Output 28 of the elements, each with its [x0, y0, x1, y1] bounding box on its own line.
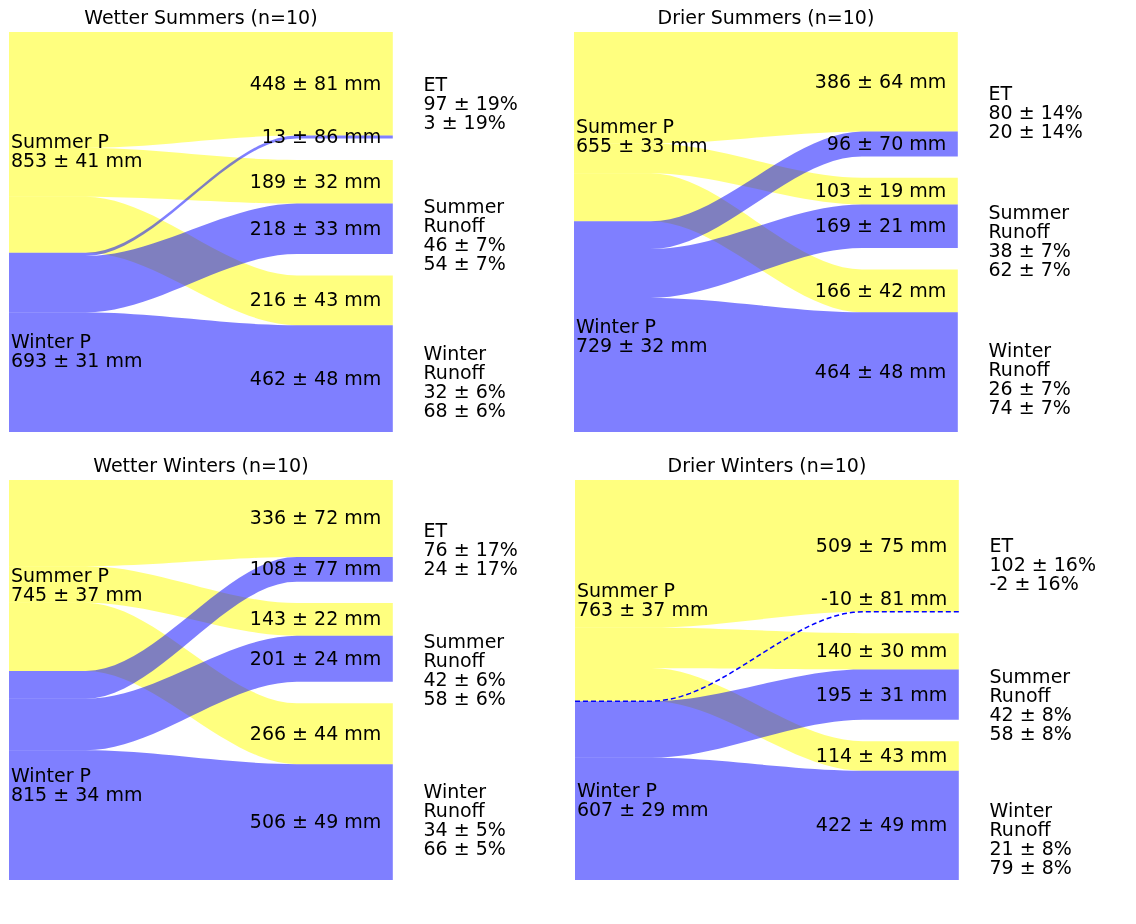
data-label: 462 ± 48 mm	[249, 366, 382, 389]
data-label: 143 ± 22 mm	[249, 607, 382, 630]
data-label: 189 ± 32 mm	[249, 169, 382, 192]
data-label: 13 ± 86 mm	[261, 124, 382, 147]
data-label: 166 ± 42 mm	[814, 278, 947, 301]
data-label: 218 ± 33 mm	[249, 216, 382, 239]
data-label: -10 ± 81 mm	[821, 586, 948, 609]
data-label: 266 ± 44 mm	[249, 721, 382, 744]
text: Drier Winters (n=10)	[667, 454, 867, 476]
text: Wetter Winters (n=10)	[93, 454, 309, 476]
data-label: 96 ± 70 mm	[826, 131, 947, 154]
text: Drier Summers (n=10)	[657, 6, 875, 28]
data-label: 216 ± 43 mm	[249, 288, 382, 311]
text: Wetter Summers (n=10)	[84, 6, 318, 28]
data-label: 140 ± 30 mm	[815, 639, 948, 662]
data-label: 108 ± 77 mm	[249, 557, 382, 580]
data-label: 201 ± 24 mm	[249, 646, 382, 669]
data-label: 114 ± 43 mm	[815, 744, 948, 767]
data-label: 195 ± 31 mm	[815, 682, 948, 705]
data-label: 422 ± 49 mm	[815, 813, 948, 836]
data-label: 506 ± 49 mm	[249, 810, 382, 833]
data-label: 509 ± 75 mm	[815, 533, 948, 556]
data-label: 169 ± 21 mm	[814, 214, 947, 237]
data-label: 386 ± 64 mm	[814, 69, 947, 92]
data-label: 464 ± 48 mm	[814, 360, 947, 383]
data-label: 103 ± 19 mm	[814, 179, 947, 202]
data-label: 448 ± 81 mm	[249, 71, 382, 94]
data-label: 336 ± 72 mm	[249, 506, 382, 529]
